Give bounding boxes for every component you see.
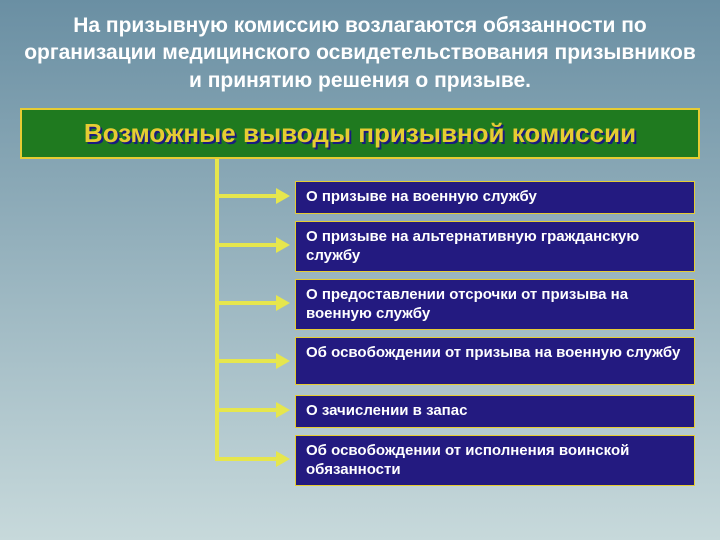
conclusion-item: О призыве на военную службу: [295, 181, 695, 214]
intro-text: На призывную комиссию возлагаются обязан…: [20, 12, 700, 94]
branch-line: [215, 301, 278, 305]
conclusion-item-text: Об освобождении от исполнения воинской о…: [306, 442, 629, 478]
conclusion-item: О призыве на альтернативную гражданскую …: [295, 221, 695, 273]
arrow-right-icon: [276, 237, 290, 253]
arrow-right-icon: [276, 295, 290, 311]
conclusion-item-text: О призыве на альтернативную гражданскую …: [306, 228, 639, 264]
arrow-right-icon: [276, 451, 290, 467]
branch-line: [215, 194, 278, 198]
conclusion-item: О предоставлении отсрочки от призыва на …: [295, 279, 695, 331]
branch-line: [215, 359, 278, 363]
conclusion-item-text: О зачислении в запас: [306, 402, 467, 419]
conclusion-item: Об освобождении от исполнения воинской о…: [295, 435, 695, 487]
stem-line: [215, 159, 219, 461]
branch-line: [215, 243, 278, 247]
slide: На призывную комиссию возлагаются обязан…: [0, 0, 720, 540]
arrow-right-icon: [276, 188, 290, 204]
title-box-text: Возможные выводы призывной комиссии: [84, 118, 636, 148]
conclusion-item-text: О призыве на военную службу: [306, 188, 537, 205]
arrow-right-icon: [276, 402, 290, 418]
conclusion-item-text: Об освобождении от призыва на военную сл…: [306, 344, 680, 361]
branch-line: [215, 408, 278, 412]
branch-line: [215, 457, 278, 461]
diagram: О призыве на военную службу О призыве на …: [20, 159, 700, 539]
title-box: Возможные выводы призывной комиссии: [20, 108, 700, 159]
conclusion-item-text: О предоставлении отсрочки от призыва на …: [306, 286, 628, 322]
conclusion-item: О зачислении в запас: [295, 395, 695, 428]
arrow-right-icon: [276, 353, 290, 369]
conclusion-item: Об освобождении от призыва на военную сл…: [295, 337, 695, 385]
